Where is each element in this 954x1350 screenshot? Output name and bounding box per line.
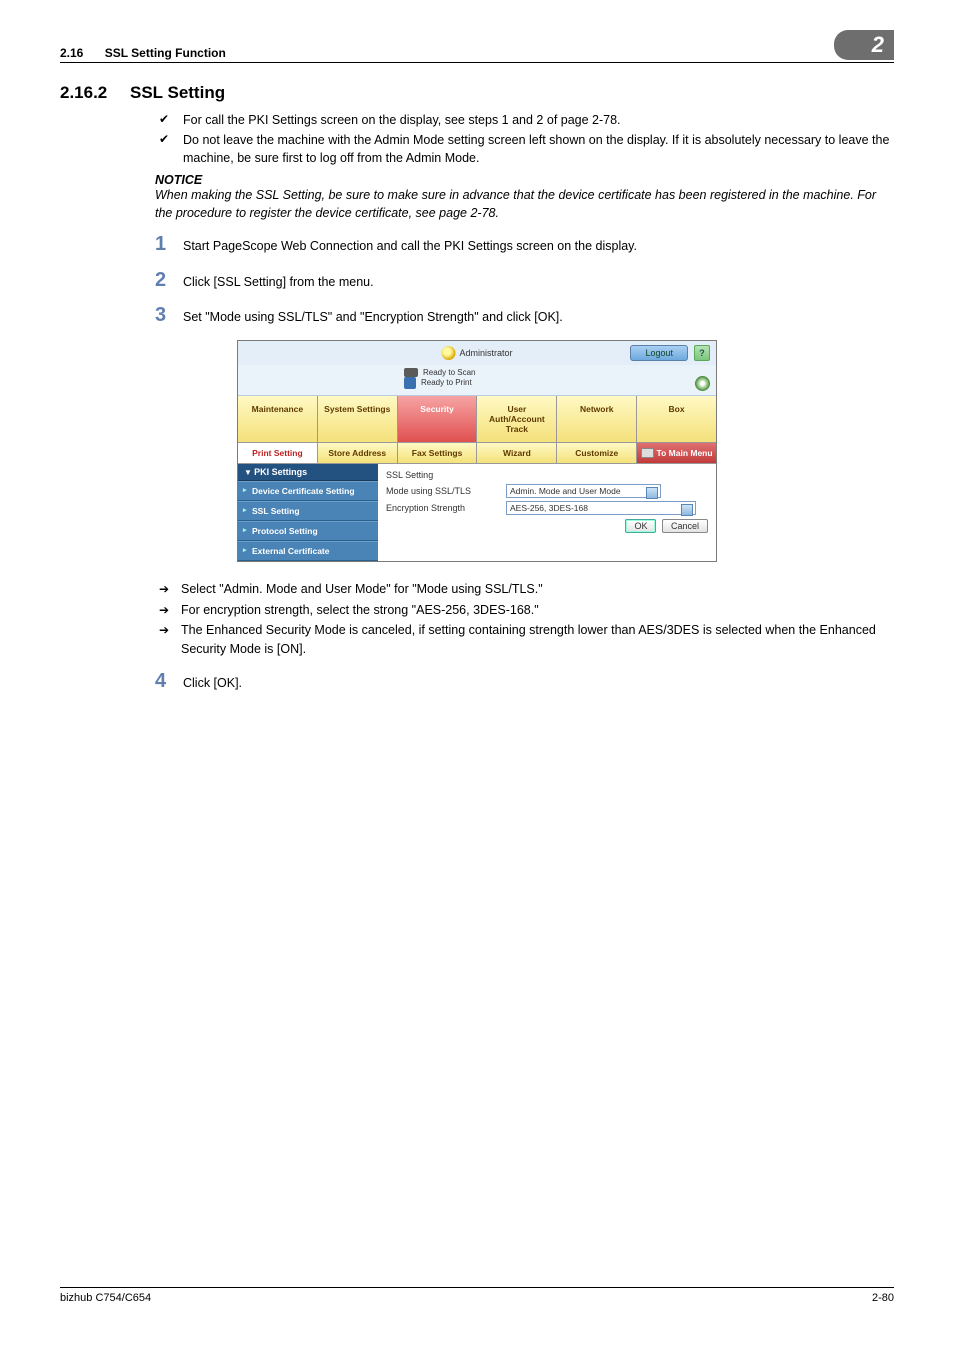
arrow-item: Select "Admin. Mode and User Mode" for "… [155,580,894,599]
tab-to-main-menu[interactable]: To Main Menu [637,443,716,464]
admin-icon [441,346,455,360]
help-button[interactable]: ? [694,345,710,361]
notice-body: When making the SSL Setting, be sure to … [155,187,894,222]
intro-bullets: For call the PKI Settings screen on the … [155,111,894,167]
admin-label: Administrator [459,348,512,358]
arrow-item: The Enhanced Security Mode is canceled, … [155,621,894,659]
tab-store-address[interactable]: Store Address [318,443,398,464]
logout-button[interactable]: Logout [630,345,688,361]
encryption-select[interactable]: AES-256, 3DES-168 [506,501,696,515]
step-2: 2 Click [SSL Setting] from the menu. [155,270,894,291]
result-arrows: Select "Admin. Mode and User Mode" for "… [155,580,894,659]
mode-label: Mode using SSL/TLS [386,486,506,496]
tab-system-settings[interactable]: System Settings [318,396,398,443]
heading-number: 2.16.2 [60,83,107,102]
pki-settings-window: Administrator Logout ? Ready to Scan Rea… [237,340,717,562]
tab-user-auth[interactable]: User Auth/Account Track [477,396,557,443]
window-titlebar: Administrator Logout ? [238,341,716,365]
step-3: 3 Set "Mode using SSL/TLS" and "Encrypti… [155,305,894,326]
step-1: 1 Start PageScope Web Connection and cal… [155,234,894,255]
sidebar-item-ssl-setting[interactable]: SSL Setting [238,501,378,521]
tab-print-setting[interactable]: Print Setting [238,443,318,464]
tab-network[interactable]: Network [557,396,637,443]
tab-main-label: To Main Menu [657,448,713,458]
header-section-number: 2.16 [60,46,83,60]
ready-scan-label: Ready to Scan [423,368,475,377]
page-footer: bizhub C754/C654 2-80 [60,1287,894,1304]
mode-select[interactable]: Admin. Mode and User Mode [506,484,661,498]
job-icon [641,448,654,458]
main-panel: SSL Setting Mode using SSL/TLS Admin. Mo… [378,464,716,561]
arrow-item: For encryption strength, select the stro… [155,601,894,620]
window-title: Administrator [441,346,512,360]
panel-title: SSL Setting [386,470,708,480]
section-heading: 2.16.2 SSL Setting [60,83,894,103]
cancel-button[interactable]: Cancel [662,519,708,533]
status-bar: Ready to Scan Ready to Print [238,365,716,396]
sidebar-item-protocol-setting[interactable]: Protocol Setting [238,521,378,541]
intro-bullet: Do not leave the machine with the Admin … [155,131,894,167]
step-text: Set "Mode using SSL/TLS" and "Encryption… [183,305,563,326]
step-4: 4 Click [OK]. [155,671,894,692]
screenshot-container: Administrator Logout ? Ready to Scan Rea… [60,340,894,562]
tab-row-primary: Maintenance System Settings Security Use… [238,396,716,443]
step-number: 4 [155,671,183,691]
footer-model: bizhub C754/C654 [60,1292,151,1304]
tab-fax-settings[interactable]: Fax Settings [398,443,478,464]
step-number: 1 [155,234,183,254]
encryption-label: Encryption Strength [386,503,506,513]
footer-page: 2-80 [872,1292,894,1304]
sidebar-item-device-cert[interactable]: Device Certificate Setting [238,481,378,501]
refresh-icon[interactable] [695,376,710,391]
ready-print-label: Ready to Print [421,378,472,387]
tab-maintenance[interactable]: Maintenance [238,396,318,443]
chapter-badge: 2 [834,30,894,60]
intro-bullet: For call the PKI Settings screen on the … [155,111,894,129]
step-text: Click [OK]. [183,671,242,692]
notice-head: NOTICE [155,173,894,187]
tab-customize[interactable]: Customize [557,443,637,464]
step-text: Click [SSL Setting] from the menu. [183,270,374,291]
scan-icon [404,368,418,377]
tab-wizard[interactable]: Wizard [477,443,557,464]
heading-text: SSL Setting [130,83,225,102]
print-icon [404,377,416,389]
step-number: 3 [155,305,183,325]
header-section-title: SSL Setting Function [105,46,226,60]
tab-row-secondary: Print Setting Store Address Fax Settings… [238,443,716,464]
tab-box[interactable]: Box [637,396,716,443]
sidebar: PKI Settings Device Certificate Setting … [238,464,378,561]
page-header: 2.16 SSL Setting Function 2 [60,30,894,63]
ok-button[interactable]: OK [625,519,656,533]
sidebar-item-external-cert[interactable]: External Certificate [238,541,378,561]
step-number: 2 [155,270,183,290]
sidebar-head-pki[interactable]: PKI Settings [238,464,378,481]
step-text: Start PageScope Web Connection and call … [183,234,637,255]
tab-security[interactable]: Security [398,396,478,443]
